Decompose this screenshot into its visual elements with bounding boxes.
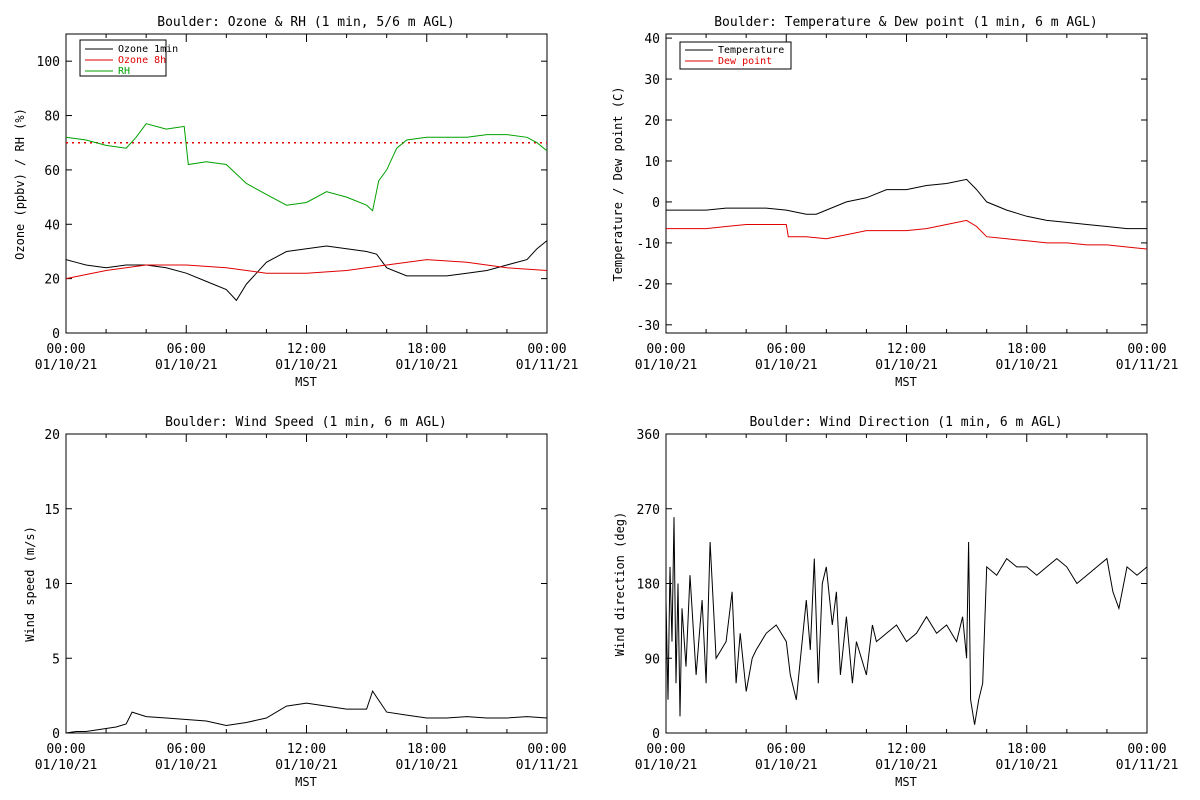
xtick-time-label: 18:00 <box>407 742 446 757</box>
panel-wind-direction-title: Boulder: Wind Direction (1 min, 6 m AGL) <box>749 415 1062 430</box>
xtick-time-label: 06:00 <box>767 342 806 357</box>
series-line-ozone-8h <box>65 259 548 280</box>
ytick-label: 0 <box>52 327 60 342</box>
ytick-label: 90 <box>644 652 660 667</box>
xtick-date-label: 01/10/21 <box>35 758 98 773</box>
xtick-date-label: 01/10/21 <box>635 758 698 773</box>
panel-wind-direction: Boulder: Wind Direction (1 min, 6 m AGL)… <box>613 415 1178 789</box>
panel-temp-dew-frame <box>665 33 1148 334</box>
legend-dew-point: Dew point <box>718 56 772 67</box>
ytick-label: 20 <box>44 428 60 443</box>
ytick-label: -30 <box>637 319 660 334</box>
series-line-rh <box>65 123 548 212</box>
xtick-date-label: 01/10/21 <box>635 358 698 373</box>
panel-wind-speed-frame <box>65 433 548 734</box>
xtick-time-label: 00:00 <box>527 342 566 357</box>
legend-temperature: Temperature <box>718 45 784 56</box>
ytick-label: 5 <box>52 652 60 667</box>
ytick-label: -20 <box>637 278 660 293</box>
xtick-date-label: 01/10/21 <box>35 358 98 373</box>
xtick-time-label: 18:00 <box>1007 742 1046 757</box>
xtick-date-label: 01/10/21 <box>395 758 458 773</box>
panel-ozone-rh-ylabel: Ozone (ppbv) / RH (%) <box>13 108 27 260</box>
series-line-ozone-1min <box>65 240 548 302</box>
ytick-label: -10 <box>637 237 660 252</box>
xtick-date-label: 01/10/21 <box>995 358 1058 373</box>
xtick-time-label: 06:00 <box>767 742 806 757</box>
xtick-time-label: 06:00 <box>167 742 206 757</box>
ytick-label: 80 <box>44 110 60 125</box>
xtick-time-label: 06:00 <box>167 342 206 357</box>
xtick-time-label: 18:00 <box>407 342 446 357</box>
ytick-label: 0 <box>52 727 60 742</box>
xtick-date-label: 01/10/21 <box>755 358 818 373</box>
xtick-time-label: 18:00 <box>1007 342 1046 357</box>
xtick-date-label: 01/10/21 <box>155 358 218 373</box>
xtick-date-label: 01/10/21 <box>275 758 338 773</box>
xtick-time-label: 00:00 <box>646 742 685 757</box>
xtick-date-label: 01/10/21 <box>875 758 938 773</box>
panel-temp-dew: Boulder: Temperature & Dew point (1 min,… <box>611 15 1178 389</box>
panel-wind-direction-xlabel: MST <box>895 775 917 789</box>
panel-temp-dew-ylabel: Temperature / Dew point (C) <box>611 86 625 281</box>
ytick-label: 100 <box>37 55 60 70</box>
legend-rh: RH <box>118 66 130 77</box>
panel-wind-direction-frame <box>665 433 1148 734</box>
ytick-label: 40 <box>644 32 660 47</box>
ytick-label: 20 <box>44 273 60 288</box>
ytick-label: 30 <box>644 73 660 88</box>
panel-wind-speed-ylabel: Wind speed (m/s) <box>23 526 37 642</box>
ytick-label: 40 <box>44 218 60 233</box>
ytick-label: 10 <box>644 155 660 170</box>
xtick-date-label: 01/11/21 <box>516 358 579 373</box>
panel-wind-speed: Boulder: Wind Speed (1 min, 6 m AGL) Win… <box>23 415 578 789</box>
panel-temp-dew-xlabel: MST <box>895 375 917 389</box>
xtick-date-label: 01/11/21 <box>1116 358 1179 373</box>
xtick-time-label: 12:00 <box>887 742 926 757</box>
xtick-date-label: 01/10/21 <box>875 358 938 373</box>
ytick-label: 15 <box>44 503 60 518</box>
panel-ozone-rh-title: Boulder: Ozone & RH (1 min, 5/6 m AGL) <box>157 15 454 30</box>
panel-temp-dew-title: Boulder: Temperature & Dew point (1 min,… <box>714 15 1098 30</box>
xtick-date-label: 01/10/21 <box>395 358 458 373</box>
xtick-date-label: 01/10/21 <box>995 758 1058 773</box>
xtick-date-label: 01/11/21 <box>1116 758 1179 773</box>
ytick-label: 0 <box>652 727 660 742</box>
xtick-date-label: 01/10/21 <box>755 758 818 773</box>
ytick-label: 360 <box>637 428 660 443</box>
ytick-label: 20 <box>644 114 660 129</box>
panel-wind-direction-ylabel: Wind direction (deg) <box>613 512 627 657</box>
xtick-time-label: 00:00 <box>646 342 685 357</box>
ytick-label: 180 <box>637 578 660 593</box>
panel-ozone-rh-legend: Ozone 1min Ozone 8h RH <box>79 39 178 77</box>
xtick-time-label: 00:00 <box>1127 742 1166 757</box>
series-line-series-0 <box>65 689 548 734</box>
series-line-series-0 <box>665 517 1148 725</box>
ytick-label: 0 <box>652 196 660 211</box>
xtick-time-label: 00:00 <box>46 342 85 357</box>
xtick-date-label: 01/10/21 <box>155 758 218 773</box>
panel-ozone-rh-xlabel: MST <box>295 375 317 389</box>
series-line-dew-point <box>666 219 1148 250</box>
xtick-date-label: 01/10/21 <box>275 358 338 373</box>
xtick-time-label: 00:00 <box>527 742 566 757</box>
xtick-time-label: 12:00 <box>287 742 326 757</box>
panel-temp-dew-legend: Temperature Dew point <box>679 41 792 70</box>
xtick-time-label: 00:00 <box>1127 342 1166 357</box>
xtick-time-label: 12:00 <box>287 342 326 357</box>
xtick-date-label: 01/11/21 <box>516 758 579 773</box>
ytick-label: 10 <box>44 578 60 593</box>
legend-ozone-8h: Ozone 8h <box>118 55 166 66</box>
panel-ozone-rh-frame <box>65 33 548 334</box>
xtick-time-label: 12:00 <box>887 342 926 357</box>
xtick-time-label: 00:00 <box>46 742 85 757</box>
panel-wind-speed-title: Boulder: Wind Speed (1 min, 6 m AGL) <box>165 415 447 430</box>
panel-wind-speed-xlabel: MST <box>295 775 317 789</box>
series-line-temperature <box>666 178 1147 230</box>
ytick-label: 270 <box>637 503 660 518</box>
ytick-label: 60 <box>44 164 60 179</box>
panel-ozone-rh: Boulder: Ozone & RH (1 min, 5/6 m AGL) O… <box>13 15 578 389</box>
legend-ozone-1min: Ozone 1min <box>118 44 178 55</box>
